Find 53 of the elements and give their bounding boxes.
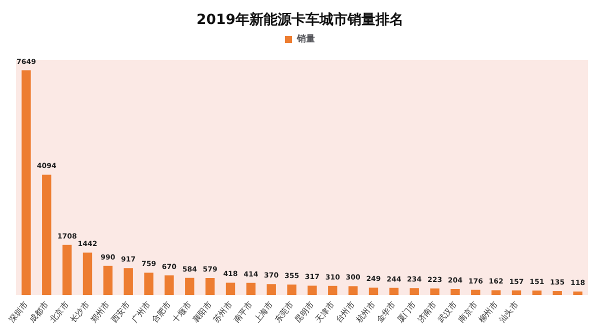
x-tick-label: 天津市 xyxy=(314,300,336,324)
bar xyxy=(185,278,194,295)
bar xyxy=(144,272,154,295)
bar xyxy=(103,266,113,295)
bar xyxy=(42,174,52,295)
bar xyxy=(205,278,215,295)
bar xyxy=(82,252,92,295)
x-tick-label: 昆明市 xyxy=(293,300,316,324)
bar xyxy=(573,292,582,295)
x-tick-label: 成都市 xyxy=(28,300,50,324)
bar xyxy=(430,288,440,295)
bar xyxy=(328,286,338,295)
x-tick-label: 汕头市 xyxy=(498,300,520,324)
chart-title: 2019年新能源卡车城市销量排名 xyxy=(196,11,404,28)
bar xyxy=(266,284,276,295)
x-tick-label: 北京市 xyxy=(48,300,71,324)
bar xyxy=(532,290,542,295)
x-tick-label: 合肥市 xyxy=(150,300,173,324)
bar xyxy=(287,284,296,295)
x-tick-label: 东莞市 xyxy=(272,300,296,324)
bar xyxy=(471,290,480,295)
x-tick-label: 十堰市 xyxy=(170,300,194,324)
bar xyxy=(348,286,358,295)
bar xyxy=(164,275,174,295)
bar xyxy=(410,288,419,295)
bar xyxy=(368,288,378,295)
x-tick-label: 济南市 xyxy=(416,300,438,324)
x-tick-label: 柳州市 xyxy=(477,300,500,324)
x-tick-label: 襄阳市 xyxy=(191,300,214,324)
bar xyxy=(22,70,31,295)
x-tick-label: 苏州市 xyxy=(212,300,234,324)
bar xyxy=(389,288,399,295)
x-tick-label: 郑州市 xyxy=(89,300,112,324)
x-tick-label: 金华市 xyxy=(375,300,398,324)
x-tick-label: 西安市 xyxy=(109,300,132,324)
x-tick-label: 南京市 xyxy=(456,300,480,324)
x-tick-label: 武汉市 xyxy=(436,300,459,324)
x-tick-label: 上海市 xyxy=(252,300,275,324)
bar xyxy=(246,282,256,295)
x-tick-label: 深圳市 xyxy=(7,300,30,324)
bar xyxy=(308,286,317,295)
bar xyxy=(124,268,133,295)
bar xyxy=(491,290,501,295)
x-tick-label: 广州市 xyxy=(130,300,152,324)
x-tick-label: 厦门市 xyxy=(395,300,418,324)
bar xyxy=(450,289,460,295)
legend-label: 销量 xyxy=(296,34,315,44)
bar xyxy=(62,244,72,295)
bar xyxy=(512,290,522,295)
bar xyxy=(552,291,562,295)
x-tick-label: 长沙市 xyxy=(68,300,91,324)
x-tick-label: 南平市 xyxy=(232,300,254,324)
bar xyxy=(226,282,236,295)
